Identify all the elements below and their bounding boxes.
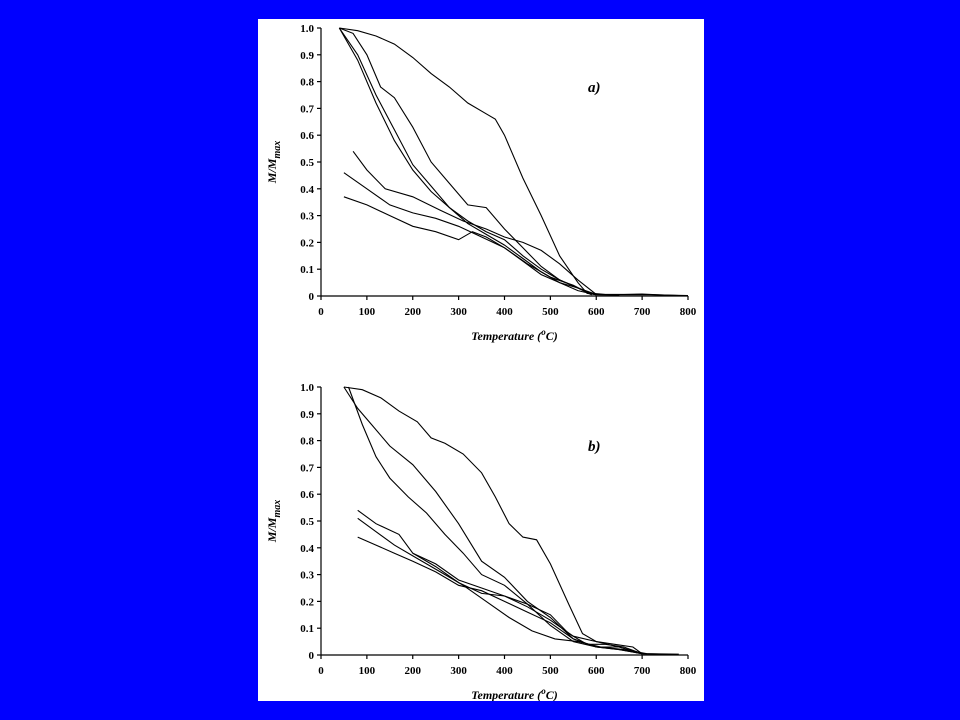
- y-tick-label: 0.8: [300, 436, 314, 448]
- y-tick-label: 0.9: [300, 409, 314, 421]
- chart-b: 0 0.1 0.2 0.3 0.4 0.5 0.6 0.7 0.8 0.9 1.0 0 100 200 30…: [265, 382, 697, 701]
- figure-panel: 0 0.1 0.2 0.3 0.4 0.5 0.6 0.7 0.8 0.9 1.0 0 100 200 30…: [258, 19, 704, 701]
- y-tick-label: 0: [309, 291, 315, 303]
- y-tick-label: 0: [309, 650, 315, 662]
- series-line-5: [352, 150, 620, 296]
- y-tick-label: 0.2: [300, 237, 314, 249]
- y-tick-label: 0.1: [300, 623, 314, 635]
- series-line-6: [357, 536, 643, 655]
- x-tick-label: 500: [542, 665, 559, 677]
- y-tick-label: 0.6: [300, 130, 314, 142]
- y-tick-label: 0.4: [300, 184, 314, 196]
- x-tick-label: 700: [634, 306, 651, 318]
- x-tick-label: 400: [496, 306, 513, 318]
- x-tick-label: 0: [318, 665, 324, 677]
- x-axis-label-tail: C): [546, 329, 558, 343]
- figure-svg: 0 0.1 0.2 0.3 0.4 0.5 0.6 0.7 0.8 0.9 1.0 0 100 200 30…: [265, 23, 697, 701]
- x-tick-label: 100: [359, 665, 376, 677]
- x-tick-label: 600: [588, 665, 605, 677]
- series-line-5: [357, 517, 647, 655]
- y-axis-label-sub: max: [272, 500, 283, 518]
- series-line-3: [347, 386, 643, 655]
- y-axis-label-main: M/M: [265, 517, 279, 543]
- y-tick-label: 0.2: [300, 596, 314, 608]
- x-tick-label: 0: [318, 306, 324, 318]
- x-axis-label-main: Temperature (: [471, 329, 542, 343]
- series-line-3: [338, 27, 620, 296]
- y-tick-label: 1.0: [300, 382, 314, 394]
- series-line-1: [339, 27, 689, 297]
- x-axis-label-tail: C): [546, 688, 558, 701]
- x-tick-label: 700: [634, 665, 651, 677]
- y-tick-label: 0.9: [300, 50, 314, 62]
- series-line-6: [343, 172, 592, 296]
- y-axis-label-sub: max: [272, 141, 283, 159]
- x-axis-label-sup: o: [541, 327, 546, 337]
- chart-a: 0 0.1 0.2 0.3 0.4 0.5 0.6 0.7 0.8 0.9 1.0 0 100 200 30…: [265, 23, 697, 343]
- x-tick-label: 200: [405, 665, 422, 677]
- y-tick-label: 0.3: [300, 570, 314, 582]
- y-tick-label: 0.8: [300, 77, 314, 89]
- y-axis-label-main: M/M: [265, 158, 279, 184]
- y-tick-label: 0.7: [300, 462, 314, 474]
- y-tick-label: 0.3: [300, 211, 314, 223]
- series-line-4: [357, 509, 643, 655]
- y-tick-label: 0.6: [300, 489, 314, 501]
- x-tick-label: 800: [680, 306, 697, 318]
- y-axis-label: M/Mmax: [265, 500, 283, 543]
- series-line-7: [343, 196, 592, 296]
- x-tick-label: 600: [588, 306, 605, 318]
- y-tick-label: 0.4: [300, 543, 314, 555]
- x-axis-label-main: Temperature (: [471, 688, 542, 701]
- x-tick-label: 100: [359, 306, 376, 318]
- panel-label: b): [588, 439, 601, 455]
- x-axis-label: Temperature (oC): [471, 327, 557, 343]
- panel-label: a): [588, 80, 601, 96]
- y-axis-label: M/Mmax: [265, 141, 283, 184]
- y-tick-label: 0.5: [300, 516, 314, 528]
- y-tick-label: 0.7: [300, 103, 314, 115]
- x-tick-label: 500: [542, 306, 559, 318]
- x-tick-label: 300: [450, 665, 467, 677]
- series-line-1: [343, 386, 679, 655]
- x-tick-label: 300: [450, 306, 467, 318]
- y-tick-label: 0.1: [300, 264, 314, 276]
- x-axis-label-sup: o: [541, 686, 546, 696]
- series-line-7: [412, 552, 643, 655]
- series-line-4: [338, 27, 597, 296]
- x-axis-label: Temperature (oC): [471, 686, 557, 701]
- y-tick-label: 1.0: [300, 23, 314, 35]
- x-tick-label: 200: [405, 306, 422, 318]
- x-tick-label: 800: [680, 665, 697, 677]
- series-line-2: [339, 27, 679, 297]
- y-tick-label: 0.5: [300, 157, 314, 169]
- x-tick-label: 400: [496, 665, 513, 677]
